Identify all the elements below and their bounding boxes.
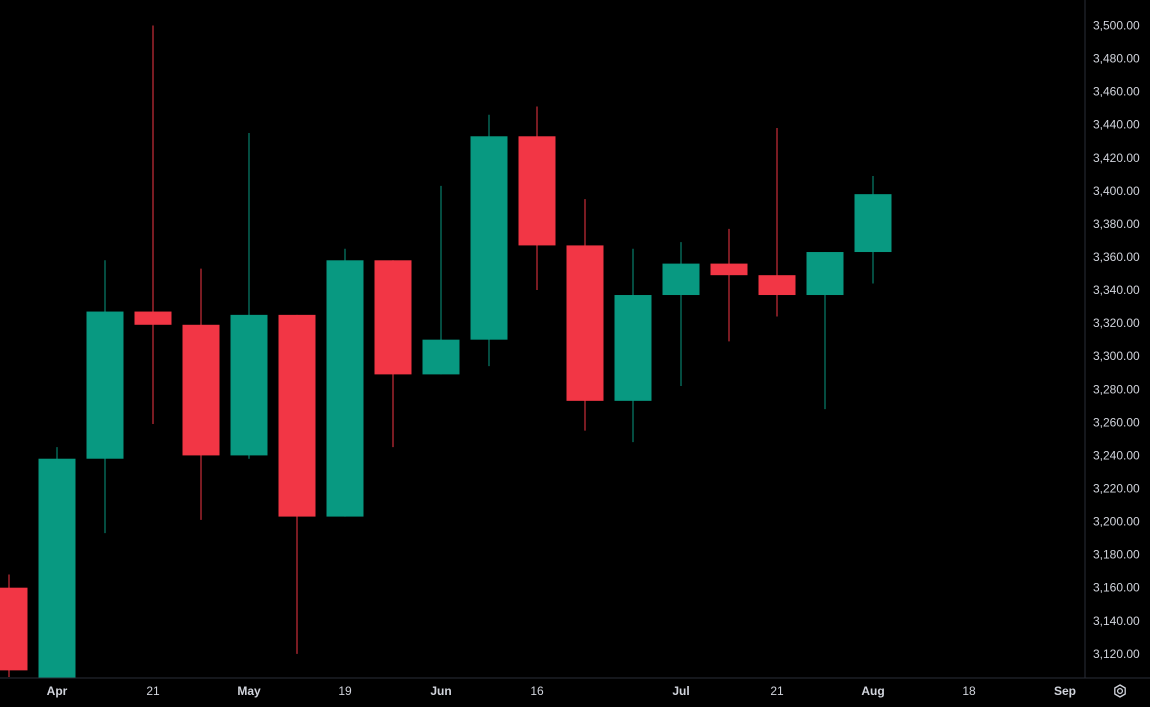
time-tick-label: Aug: [861, 684, 884, 698]
price-tick-label: 3,420.00: [1093, 151, 1140, 165]
price-tick-label: 3,240.00: [1093, 448, 1140, 462]
price-tick-label: 3,500.00: [1093, 19, 1140, 33]
candle-body: [710, 263, 748, 276]
time-tick-label: 19: [338, 684, 352, 698]
candle-9[interactable]: [422, 185, 460, 375]
price-tick-label: 3,120.00: [1093, 647, 1140, 661]
candle-body: [422, 339, 460, 375]
price-tick-label: 3,180.00: [1093, 548, 1140, 562]
candle-5[interactable]: [230, 132, 268, 459]
price-tick-label: 3,320.00: [1093, 316, 1140, 330]
candle-14[interactable]: [662, 242, 700, 386]
candle-4[interactable]: [182, 268, 220, 520]
price-tick-label: 3,480.00: [1093, 52, 1140, 66]
candle-body: [278, 314, 316, 517]
price-tick-label: 3,440.00: [1093, 118, 1140, 132]
time-tick-label: Apr: [47, 684, 68, 698]
price-tick-label: 3,140.00: [1093, 614, 1140, 628]
time-tick-label: 18: [962, 684, 976, 698]
candle-body: [374, 260, 412, 375]
time-tick-label: May: [237, 684, 261, 698]
candle-15[interactable]: [710, 228, 748, 342]
candle-1[interactable]: [38, 447, 76, 687]
time-tick-label: Sep: [1054, 684, 1076, 698]
candle-13[interactable]: [614, 248, 652, 443]
candle-16[interactable]: [758, 128, 796, 317]
candle-11[interactable]: [518, 106, 556, 291]
candle-6[interactable]: [278, 314, 316, 654]
price-tick-label: 3,400.00: [1093, 184, 1140, 198]
candle-7[interactable]: [326, 248, 364, 517]
time-tick-label: 21: [770, 684, 784, 698]
time-tick-label: 16: [530, 684, 544, 698]
price-tick-label: 3,360.00: [1093, 250, 1140, 264]
candle-body: [662, 263, 700, 296]
candle-body: [230, 314, 268, 456]
time-tick-label: Jul: [672, 684, 689, 698]
candle-10[interactable]: [470, 114, 508, 367]
price-tick-label: 3,260.00: [1093, 415, 1140, 429]
candle-body: [182, 324, 220, 456]
candle-8[interactable]: [374, 260, 412, 448]
candle-body: [806, 252, 844, 296]
candle-body: [470, 136, 508, 340]
chart-settings-button[interactable]: [1108, 680, 1132, 702]
candle-body: [134, 311, 172, 325]
candle-0[interactable]: [0, 574, 28, 677]
price-tick-label: 3,200.00: [1093, 515, 1140, 529]
price-tick-label: 3,160.00: [1093, 581, 1140, 595]
candle-12[interactable]: [566, 199, 604, 431]
price-tick-label: 3,340.00: [1093, 283, 1140, 297]
candle-2[interactable]: [86, 260, 124, 534]
price-tick-label: 3,460.00: [1093, 85, 1140, 99]
price-tick-label: 3,280.00: [1093, 382, 1140, 396]
candles-layer: [0, 25, 892, 687]
price-axis[interactable]: 3,120.00 3,140.00 3,160.00 3,180.00 3,200.00…: [1093, 19, 1140, 661]
candle-body: [758, 275, 796, 296]
candle-body: [518, 136, 556, 246]
gear-icon: [1114, 684, 1126, 698]
time-tick-label: Jun: [430, 684, 451, 698]
candle-body: [854, 194, 892, 253]
candle-body: [0, 587, 28, 671]
candle-18[interactable]: [854, 175, 892, 284]
candle-17[interactable]: [806, 252, 844, 410]
candle-body: [614, 295, 652, 401]
price-tick-label: 3,220.00: [1093, 481, 1140, 495]
time-tick-label: 21: [146, 684, 160, 698]
candle-body: [86, 311, 124, 459]
candle-body: [566, 245, 604, 401]
price-tick-label: 3,300.00: [1093, 349, 1140, 363]
candle-body: [38, 458, 76, 678]
candle-body: [326, 260, 364, 517]
price-tick-label: 3,380.00: [1093, 217, 1140, 231]
time-axis[interactable]: Apr 21 May 19 Jun 16 Jul 21 Aug 18 Sep: [47, 684, 1076, 698]
candle-3[interactable]: [134, 25, 172, 424]
